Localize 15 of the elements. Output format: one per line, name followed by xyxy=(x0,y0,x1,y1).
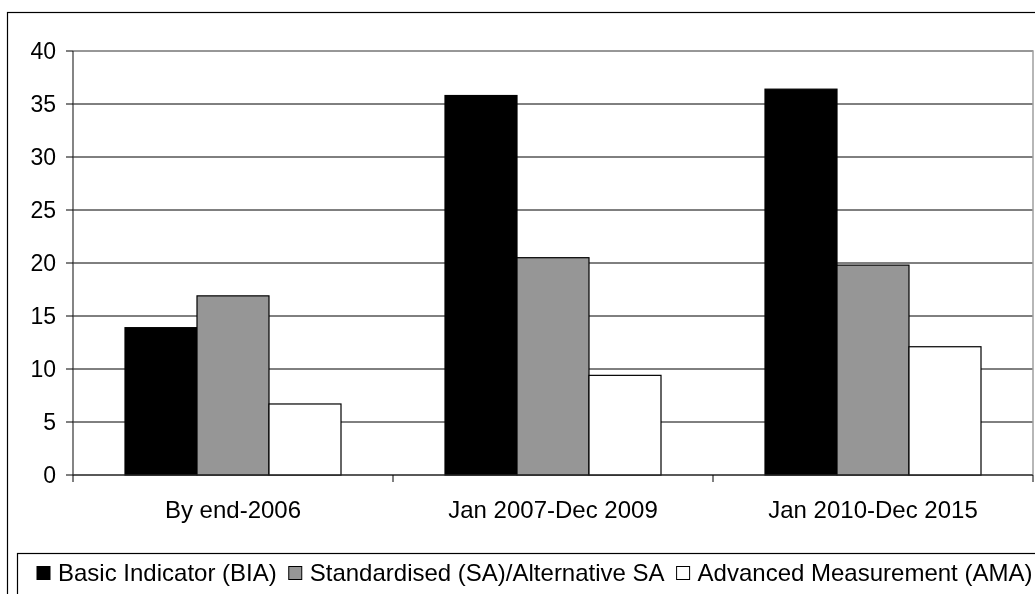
x-tick-label: Jan 2007-Dec 2009 xyxy=(448,496,658,524)
x-tick-label: Jan 2010-Dec 2015 xyxy=(768,496,978,524)
y-tick-label: 15 xyxy=(30,303,56,330)
y-tick-label: 20 xyxy=(30,250,56,277)
y-tick-label: 0 xyxy=(43,462,56,489)
x-tick-label: By end-2006 xyxy=(164,496,302,524)
y-tick-label: 30 xyxy=(30,144,56,171)
legend-label: Basic Indicator (BIA) xyxy=(58,559,277,587)
y-tick-label: 10 xyxy=(30,356,56,383)
y-tick-label: 5 xyxy=(43,409,56,436)
y-tick-label: 35 xyxy=(30,91,56,118)
y-tick-label: 40 xyxy=(30,38,56,65)
y-tick-label: 25 xyxy=(30,197,56,224)
legend-label: Standardised (SA)/Alternative SA xyxy=(309,559,665,587)
legend-label: Advanced Measurement (AMA) xyxy=(697,559,1033,587)
